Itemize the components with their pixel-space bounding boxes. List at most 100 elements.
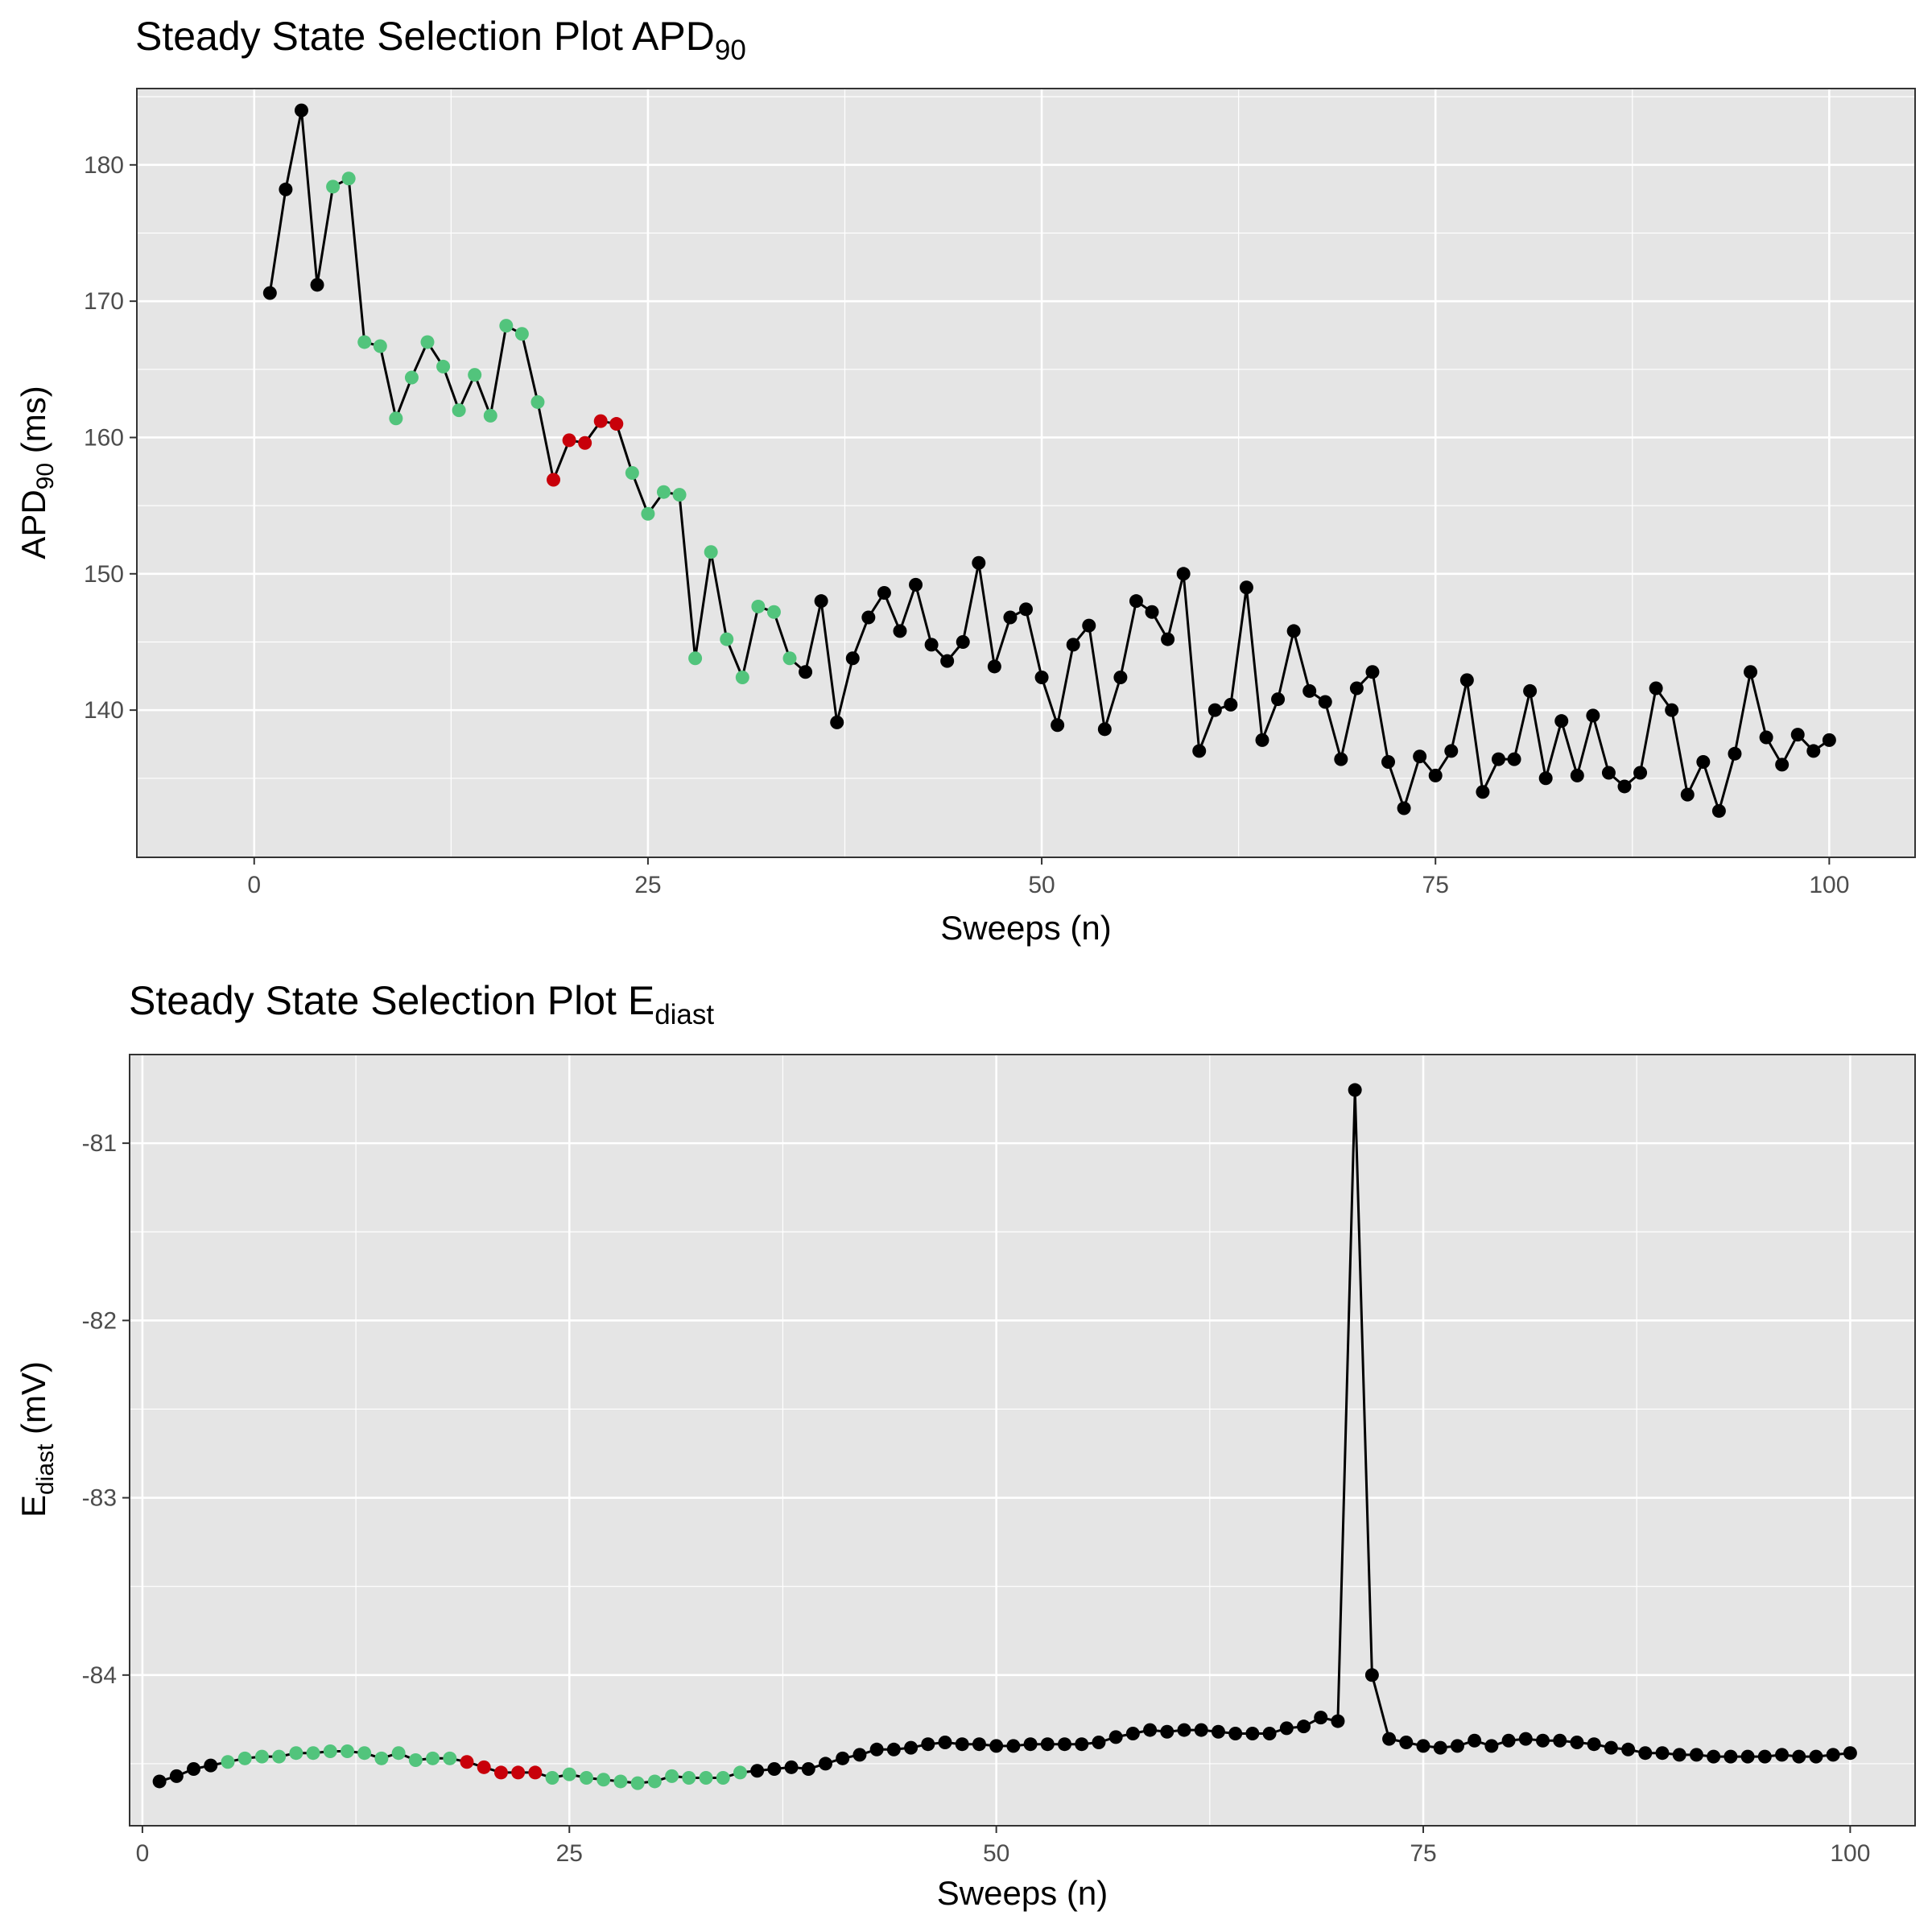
data-point-green <box>630 1776 645 1790</box>
x-tick-label: 0 <box>136 1840 150 1867</box>
data-point-green <box>514 327 529 341</box>
grid-lines <box>130 1055 1915 1826</box>
data-point-green <box>682 1771 696 1785</box>
data-point-default <box>987 659 1001 674</box>
data-point-default <box>1775 758 1790 772</box>
y-axis-title-subscript: diast <box>32 1443 59 1495</box>
data-point-default <box>1125 1726 1140 1740</box>
data-point-green <box>408 1753 423 1768</box>
data-point-default <box>1433 1740 1447 1755</box>
data-point-default <box>169 1769 184 1783</box>
data-point-default <box>294 103 308 118</box>
data-point-default <box>1331 1714 1345 1728</box>
data-point-default <box>1192 744 1207 758</box>
data-point-green <box>579 1771 593 1785</box>
data-point-default <box>1621 1742 1636 1757</box>
data-point-default <box>1507 752 1521 766</box>
data-point-default <box>1194 1723 1208 1737</box>
data-point-green <box>530 394 545 409</box>
x-tick-label: 25 <box>556 1840 583 1867</box>
data-point-default <box>956 634 970 649</box>
data-point-default <box>152 1774 167 1789</box>
y-tick-label: 160 <box>84 424 124 451</box>
plot-panel <box>130 1055 1915 1826</box>
data-point-default <box>1286 624 1301 638</box>
data-point-default <box>989 1739 1004 1753</box>
data-point-default <box>1604 1740 1618 1755</box>
data-point-default <box>1672 1748 1686 1762</box>
data-point-green <box>436 359 451 374</box>
data-point-green <box>468 368 482 382</box>
data-point-default <box>886 1742 901 1757</box>
data-point-default <box>1416 1739 1430 1753</box>
y-tick-label: -83 <box>82 1485 117 1512</box>
x-tick-label: 100 <box>1809 872 1849 898</box>
data-point-green <box>452 403 466 418</box>
data-point-default <box>1633 766 1648 780</box>
data-point-default <box>1051 718 1065 733</box>
data-point-default <box>1826 1748 1840 1762</box>
y-tick-label: -84 <box>82 1662 117 1689</box>
data-point-default <box>1176 567 1191 581</box>
data-point-default <box>938 1735 952 1749</box>
data-point-default <box>1724 1749 1738 1764</box>
data-point-green <box>341 171 356 186</box>
data-point-red <box>477 1760 491 1774</box>
data-point-default <box>893 624 907 638</box>
data-point-default <box>1239 580 1253 595</box>
data-point-default <box>1349 681 1364 696</box>
data-point-default <box>869 1742 884 1757</box>
data-point-green <box>254 1749 269 1764</box>
data-point-default <box>1245 1726 1260 1740</box>
data-point-default <box>1019 602 1033 617</box>
data-point-default <box>1476 785 1490 799</box>
x-axis: 0 25 50 75 100 <box>136 1826 1870 1867</box>
data-point-default <box>1728 746 1742 761</box>
data-point-default <box>1208 703 1222 717</box>
data-point-default <box>1601 766 1616 780</box>
y-tick-label: -82 <box>82 1307 117 1334</box>
data-point-default <box>1097 722 1112 737</box>
y-axis-title: Ediast (mV) <box>14 1361 59 1517</box>
data-point-default <box>1554 714 1569 729</box>
data-point-default <box>830 715 844 729</box>
data-point-default <box>1790 728 1805 742</box>
data-point-default <box>1211 1724 1225 1739</box>
y-axis-title-subscript: 90 <box>32 463 59 489</box>
data-point-green <box>699 1771 713 1785</box>
data-point-default <box>1523 683 1538 698</box>
y-tick-label: 180 <box>84 152 124 179</box>
data-point-default <box>1082 618 1096 633</box>
data-point-green <box>499 319 514 333</box>
data-point-default <box>877 586 891 601</box>
data-point-default <box>924 638 939 652</box>
data-point-default <box>310 278 324 292</box>
x-tick-label: 75 <box>1410 1840 1436 1867</box>
data-point-default <box>1744 665 1758 679</box>
data-point-default <box>1129 594 1143 609</box>
data-point-green <box>272 1749 287 1764</box>
data-point-default <box>1334 752 1348 766</box>
data-point-green <box>323 1744 337 1759</box>
data-point-green <box>597 1773 611 1787</box>
data-points <box>262 103 1836 818</box>
y-tick-label: -81 <box>82 1130 117 1157</box>
data-point-default <box>1617 779 1632 794</box>
data-point-default <box>1161 632 1175 646</box>
grid-lines <box>137 89 1915 857</box>
data-point-default <box>1255 733 1269 747</box>
series-polyline <box>159 1088 1851 1785</box>
data-point-green <box>374 1751 389 1765</box>
data-point-default <box>1397 801 1411 815</box>
data-point-green <box>782 651 797 666</box>
chart-apd90: Steady State Selection Plot APD90 0 25 50 7… <box>14 14 1916 947</box>
data-point-red <box>547 473 561 487</box>
data-point-default <box>801 1762 815 1777</box>
data-point-default <box>1689 1748 1703 1762</box>
data-point-default <box>1177 1723 1191 1737</box>
data-point-green <box>720 632 734 646</box>
data-point-default <box>1271 692 1286 707</box>
data-point-green <box>733 1765 747 1780</box>
data-point-default <box>819 1757 833 1771</box>
data-point-green <box>443 1751 457 1765</box>
